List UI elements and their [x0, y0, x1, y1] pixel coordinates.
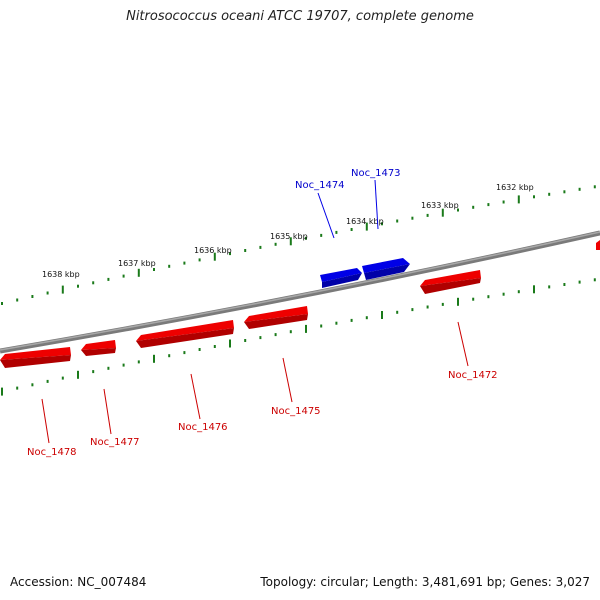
kbp-label-1634: 1634 kbp [346, 217, 384, 226]
leader-noc-1473 [374, 179, 379, 230]
kbp-label-1637: 1637 kbp [118, 259, 156, 268]
gene-label-noc-1472: Noc_1472 [448, 370, 498, 381]
gene-noc-1478[interactable] [0, 347, 71, 368]
gene-noc-1474[interactable] [320, 268, 362, 288]
summary-label: Topology: circular; Length: 3,481,691 bp… [260, 575, 590, 589]
gene-label-noc-1473: Noc_1473 [351, 168, 401, 179]
leader-noc-1475 [282, 357, 293, 403]
gene-label-noc-1477: Noc_1477 [90, 437, 140, 448]
leader-noc-1478 [41, 398, 50, 444]
gene-noc-1476[interactable] [136, 320, 234, 348]
kbp-label-1632: 1632 kbp [496, 183, 534, 192]
gene-label-noc-1474: Noc_1474 [295, 180, 345, 191]
outer-scale-ticks [1, 185, 596, 305]
accession-label: Accession: NC_007484 [10, 575, 147, 589]
leader-noc-1476 [190, 373, 201, 420]
gene-label-noc-1476: Noc_1476 [178, 422, 228, 433]
inner-scale-ticks [1, 278, 596, 396]
gene-label-noc-1478: Noc_1478 [27, 447, 77, 458]
leader-noc-1474 [317, 192, 335, 239]
leader-noc-1472 [457, 321, 469, 367]
leader-noc-1477 [103, 388, 112, 435]
gene-noc-1477[interactable] [81, 340, 116, 356]
gene-partial-right [596, 240, 600, 250]
gene-noc-1473[interactable] [362, 258, 410, 280]
kbp-label-1638: 1638 kbp [42, 270, 80, 279]
gene-noc-1475[interactable] [244, 306, 308, 329]
gene-label-noc-1475: Noc_1475 [271, 406, 321, 417]
map-title: Nitrosococcus oceani ATCC 19707, complet… [126, 9, 474, 24]
kbp-label-1635: 1635 kbp [270, 232, 308, 241]
kbp-label-1633: 1633 kbp [421, 201, 459, 210]
kbp-label-1636: 1636 kbp [194, 246, 232, 255]
genome-backbone [0, 230, 600, 354]
gene-noc-1472[interactable] [420, 270, 481, 294]
